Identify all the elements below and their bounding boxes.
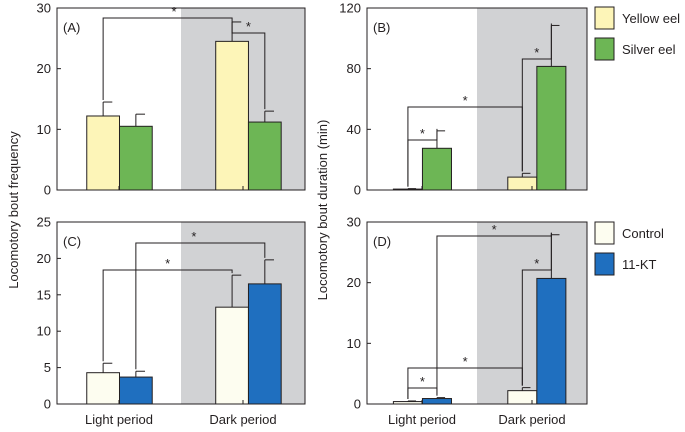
significance-star: * <box>172 4 177 19</box>
bar-dark-period-silver-eel <box>247 121 282 191</box>
legend-swatch-11kt <box>594 252 615 276</box>
y-tick-label: 15 <box>37 287 51 302</box>
y-tick-label: 0 <box>44 183 51 198</box>
legend-label-11kt: 11-KT <box>622 257 656 272</box>
legend-top: Yellow eel Silver eel <box>594 6 680 61</box>
dark-period-shading <box>477 222 587 404</box>
y-tick-label: 10 <box>37 122 51 137</box>
y-tick-label: 10 <box>347 336 361 351</box>
plot-frame <box>56 221 306 405</box>
legend-swatch-yellow-eel <box>594 6 615 30</box>
panel-c: 0 5 10 15 20 25 Light period Dark period (C) * * <box>37 215 306 427</box>
y-tick-label: 30 <box>347 215 361 230</box>
y-tick-label: 5 <box>44 360 51 375</box>
y-tick-label: 120 <box>339 1 361 16</box>
bar-dark-period-yellow-eel <box>215 40 249 191</box>
y-tick-label: 10 <box>37 324 51 339</box>
y-tick-label: 20 <box>347 275 361 290</box>
significance-star: * <box>165 256 170 271</box>
significance-star: * <box>534 45 539 60</box>
panel-label: (D) <box>373 234 391 249</box>
bar-dark-period-silver-eel <box>536 65 567 191</box>
significance-star: * <box>463 354 468 369</box>
plot-frame <box>366 221 588 405</box>
bar-light-period-silver-eel <box>118 125 153 191</box>
significance-bracket <box>135 242 266 370</box>
bar-dark-period-11-kt <box>536 277 567 405</box>
x-tick-label: Light period <box>388 412 456 427</box>
significance-bracket <box>407 367 523 399</box>
bar-light-period-silver-eel <box>421 147 452 191</box>
bar-light-period-11-kt <box>118 376 153 405</box>
significance-star: * <box>534 256 539 271</box>
ylabel-duration: Locomotory bout duration (min) <box>315 120 330 301</box>
legend-label-control: Control <box>622 226 664 241</box>
bar-light-period-11-kt <box>421 398 452 405</box>
y-tick-label: 0 <box>354 397 361 412</box>
panel-label: (B) <box>373 20 390 35</box>
plot-frame <box>366 7 588 191</box>
panel-b: 0 40 80 120 (B) * * * <box>339 1 588 198</box>
y-tick-label: 20 <box>37 251 51 266</box>
significance-star: * <box>492 222 497 237</box>
dark-period-shading <box>477 8 587 190</box>
y-tick-label: 30 <box>37 1 51 16</box>
ylabel-frequency: Locomotory bout frequency <box>6 131 21 289</box>
significance-star: * <box>246 19 251 34</box>
bar-dark-period-11-kt <box>247 283 282 405</box>
significance-bracket <box>102 17 233 101</box>
legend-label-yellow-eel: Yellow eel <box>622 11 680 26</box>
y-tick-label: 40 <box>347 122 361 137</box>
significance-bracket <box>407 106 523 187</box>
y-tick-label: 25 <box>37 215 51 230</box>
panel-a: 0 10 20 30 (A) * * <box>37 1 306 198</box>
legend-bottom: Control 11-KT <box>594 221 664 276</box>
significance-bracket <box>231 19 266 110</box>
x-tick-label: Dark period <box>209 412 276 427</box>
significance-bracket <box>102 269 233 362</box>
legend-swatch-silver-eel <box>594 37 615 61</box>
panel-label: (A) <box>63 20 80 35</box>
legend-swatch-control <box>594 221 615 245</box>
y-tick-label: 80 <box>347 61 361 76</box>
panel-label: (C) <box>63 234 81 249</box>
x-tick-label: Light period <box>85 412 153 427</box>
significance-star: * <box>463 93 468 108</box>
significance-bracket <box>436 232 552 396</box>
x-tick-label: Dark period <box>498 412 565 427</box>
significance-star: * <box>420 126 425 141</box>
legend-label-silver-eel: Silver eel <box>622 42 676 57</box>
y-tick-label: 20 <box>37 61 51 76</box>
y-tick-label: 0 <box>354 183 361 198</box>
significance-star: * <box>191 229 196 244</box>
significance-star: * <box>420 374 425 389</box>
bar-dark-period-control <box>215 306 249 405</box>
bar-light-period-control <box>86 372 120 405</box>
significance-bracket <box>521 232 552 386</box>
significance-bracket <box>407 387 438 399</box>
bar-light-period-yellow-eel <box>86 115 120 191</box>
panel-d: 0 10 20 30 Light period Dark period (D) * * * * <box>347 215 588 427</box>
y-tick-label: 0 <box>44 397 51 412</box>
plot-frame <box>56 7 306 191</box>
